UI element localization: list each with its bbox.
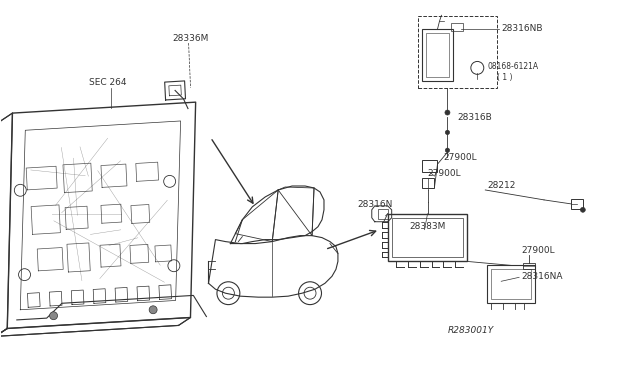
Text: 28316N: 28316N (358, 200, 393, 209)
Text: 28383M: 28383M (410, 222, 446, 231)
Text: 27900L: 27900L (444, 153, 477, 162)
Circle shape (445, 148, 450, 153)
Bar (392, 218, 463, 257)
Text: 28316B: 28316B (458, 112, 492, 122)
Text: 28316NB: 28316NB (501, 24, 543, 33)
Bar (523, 263, 535, 269)
Circle shape (149, 306, 157, 314)
Text: R283001Y: R283001Y (447, 326, 493, 335)
Bar (451, 23, 463, 31)
Bar (417, 16, 497, 88)
Bar (388, 214, 467, 262)
Text: 27900L: 27900L (428, 169, 461, 178)
Circle shape (445, 130, 450, 135)
Text: SEC 264: SEC 264 (89, 78, 127, 87)
Bar (487, 265, 535, 303)
Text: 28336M: 28336M (173, 34, 209, 43)
Bar (422, 160, 438, 172)
Circle shape (49, 312, 58, 320)
Bar (571, 199, 583, 209)
Bar (492, 269, 531, 299)
Bar (378, 209, 388, 219)
Text: 08168-6121A: 08168-6121A (487, 62, 538, 71)
Bar (426, 33, 449, 77)
Circle shape (580, 207, 586, 212)
Bar (422, 178, 433, 188)
Circle shape (445, 110, 450, 115)
Text: ( 1 ): ( 1 ) (497, 73, 513, 82)
Text: 28316NA: 28316NA (521, 272, 563, 281)
Text: 28212: 28212 (487, 181, 516, 190)
Bar (422, 29, 453, 81)
Text: 27900L: 27900L (521, 247, 555, 256)
